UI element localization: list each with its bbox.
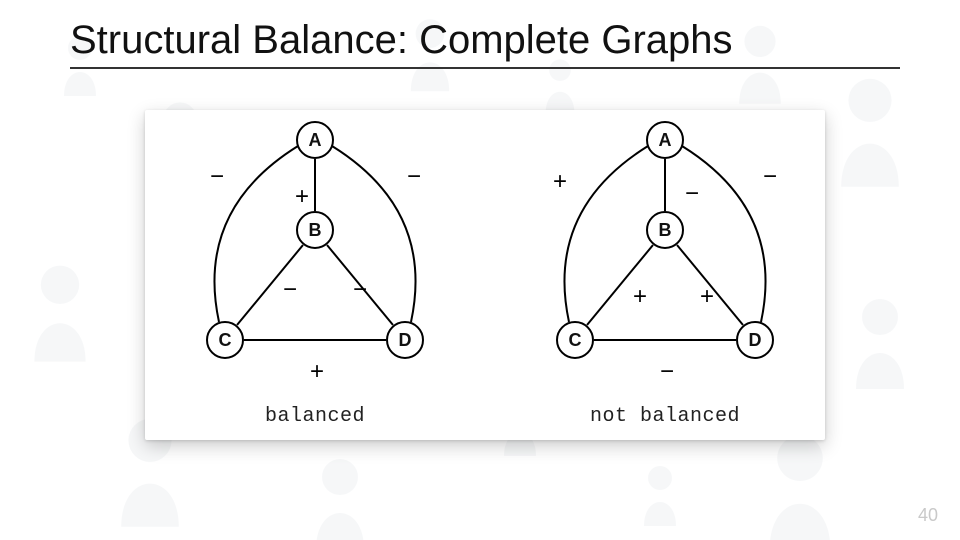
edge-a-d <box>682 146 766 322</box>
node-d: D <box>386 321 424 359</box>
edge-sign: − <box>353 278 367 302</box>
graph-caption: not balanced <box>505 405 825 428</box>
graph-balanced-edges <box>155 110 475 440</box>
node-c: C <box>206 321 244 359</box>
node-label: C <box>219 330 232 351</box>
edge-sign: + <box>310 360 324 384</box>
node-label: A <box>309 130 322 151</box>
edge-sign: − <box>685 182 699 206</box>
edge-sign: − <box>210 165 224 189</box>
edge-sign: + <box>553 170 567 194</box>
graph-balanced: + − − + − − A B C D balanced <box>155 110 475 440</box>
edge-sign: − <box>660 360 674 384</box>
diagram-panel: + − − + − − A B C D balanced − + + − + −… <box>145 110 825 440</box>
edge-sign: + <box>700 285 714 309</box>
node-label: D <box>749 330 762 351</box>
page-number: 40 <box>918 505 938 526</box>
edge-sign: + <box>633 285 647 309</box>
edge-sign: − <box>283 278 297 302</box>
node-b: B <box>646 211 684 249</box>
graph-caption: balanced <box>155 405 475 428</box>
node-a: A <box>646 121 684 159</box>
node-label: D <box>399 330 412 351</box>
node-label: B <box>659 220 672 241</box>
node-d: D <box>736 321 774 359</box>
node-label: C <box>569 330 582 351</box>
graph-not-balanced-edges <box>505 110 825 440</box>
edge-a-d <box>332 146 416 322</box>
slide-title: Structural Balance: Complete Graphs <box>70 18 900 69</box>
node-label: B <box>309 220 322 241</box>
edge-sign: − <box>407 165 421 189</box>
node-b: B <box>296 211 334 249</box>
node-a: A <box>296 121 334 159</box>
edge-sign: + <box>295 185 309 209</box>
node-label: A <box>659 130 672 151</box>
edge-sign: − <box>763 165 777 189</box>
node-c: C <box>556 321 594 359</box>
graph-not-balanced: − + + − + − A B C D not balanced <box>505 110 825 440</box>
